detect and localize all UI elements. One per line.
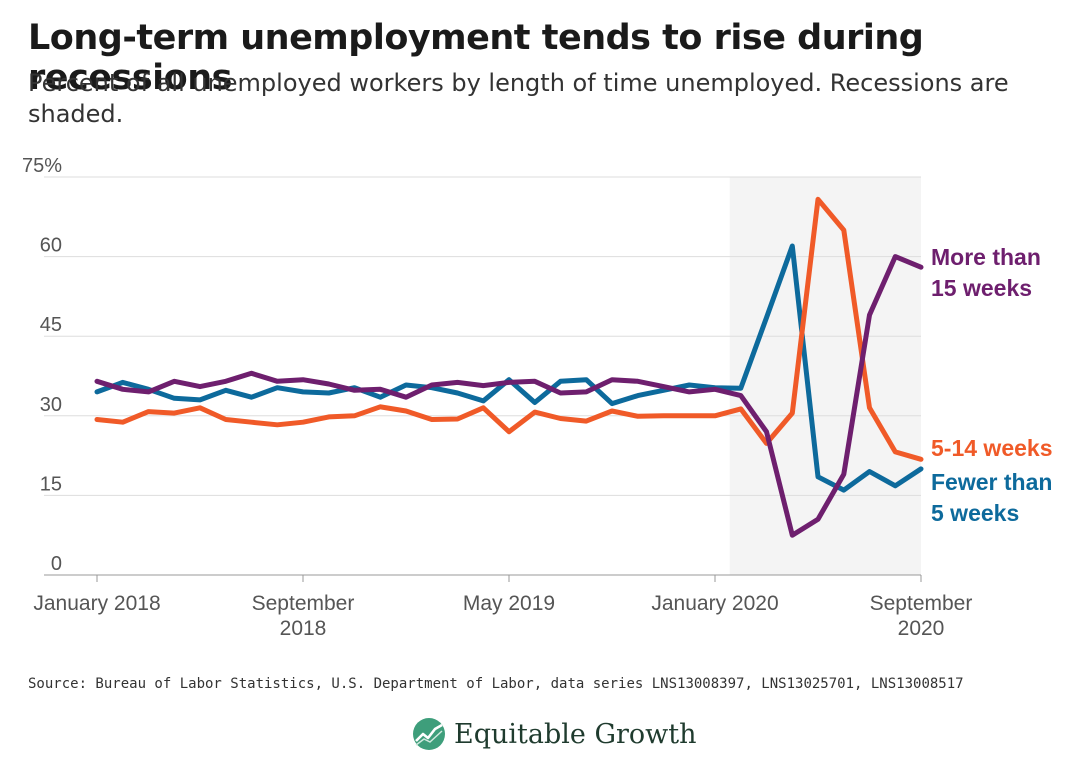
chart-title: Long-term unemployment tends to rise dur… <box>28 18 924 98</box>
series-line-1 <box>94 196 924 462</box>
y-tick-label: 30 <box>40 394 62 416</box>
series-line-2 <box>94 254 924 538</box>
series-line-0 <box>94 243 924 493</box>
series-label: Fewer than <box>931 469 1052 495</box>
series-label: More than <box>931 244 1041 270</box>
x-tick-label: 2020 <box>898 617 945 640</box>
series-label: 5 weeks <box>931 500 1019 526</box>
recession-shading <box>729 177 921 575</box>
brand-name: Equitable Growth <box>454 718 697 750</box>
series-label: 15 weeks <box>931 275 1032 301</box>
source-note: Source: Bureau of Labor Statistics, U.S.… <box>28 676 964 692</box>
chart-subtitle: Percent of all unemployed workers by len… <box>28 69 1009 128</box>
x-tick-label: September <box>252 592 355 615</box>
y-tick-label: 60 <box>40 235 62 257</box>
x-tick-label: January 2020 <box>651 592 778 615</box>
series-label: 5-14 weeks <box>931 435 1052 461</box>
brand-logo: Equitable Growth <box>412 712 697 756</box>
y-tick-label: 75% <box>22 155 62 177</box>
y-tick-label: 0 <box>51 553 62 575</box>
x-tick-label: May 2019 <box>463 592 555 615</box>
y-tick-label: 45 <box>40 314 62 336</box>
x-tick-label: 2018 <box>280 617 327 640</box>
y-tick-label: 15 <box>40 473 62 495</box>
equitable-growth-leaf-icon <box>413 718 445 750</box>
x-tick-label: January 2018 <box>33 592 160 615</box>
x-tick-label: September <box>870 592 973 615</box>
